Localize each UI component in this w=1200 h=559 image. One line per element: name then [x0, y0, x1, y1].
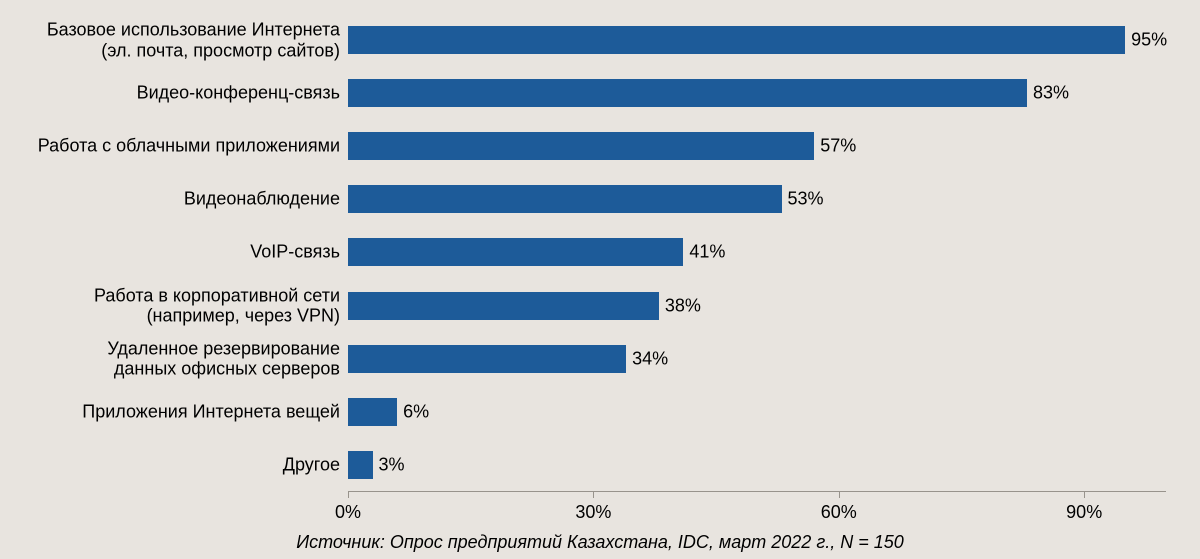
- x-tick: [593, 492, 594, 498]
- x-tick-label: 60%: [821, 502, 857, 523]
- x-tick-label: 30%: [575, 502, 611, 523]
- value-label: 41%: [689, 242, 725, 263]
- x-tick: [348, 492, 349, 498]
- bar: [348, 185, 782, 213]
- bar: [348, 292, 659, 320]
- bar: [348, 345, 626, 373]
- bar: [348, 238, 683, 266]
- bar: [348, 79, 1027, 107]
- category-label: Видео-конференц-связь: [0, 83, 340, 104]
- category-label: Приложения Интернета вещей: [0, 401, 340, 422]
- category-label: Работа с облачными приложениями: [0, 136, 340, 157]
- x-axis-line: [348, 491, 1166, 492]
- source-note: Источник: Опрос предприятий Казахстана, …: [0, 532, 1200, 553]
- value-label: 95%: [1131, 30, 1167, 51]
- bar: [348, 451, 373, 479]
- x-tick: [1084, 492, 1085, 498]
- category-label: Другое: [0, 454, 340, 475]
- value-label: 53%: [788, 189, 824, 210]
- value-label: 38%: [665, 295, 701, 316]
- category-label: VoIP-связь: [0, 242, 340, 263]
- x-tick-label: 90%: [1066, 502, 1102, 523]
- x-tick: [839, 492, 840, 498]
- bar: [348, 26, 1125, 54]
- value-label: 3%: [379, 454, 405, 475]
- value-label: 83%: [1033, 83, 1069, 104]
- bar: [348, 398, 397, 426]
- plot-area: 95% 83% 57% 53% 41% 38% 34% 6% 3%: [348, 14, 1166, 492]
- chart-container: 95% 83% 57% 53% 41% 38% 34% 6% 3% Источник: Опро…: [0, 0, 1200, 559]
- value-label: 34%: [632, 348, 668, 369]
- category-label: Работа в корпоративной сети (например, ч…: [0, 285, 340, 326]
- category-label: Видеонаблюдение: [0, 189, 340, 210]
- bar: [348, 132, 814, 160]
- category-label: Удаленное резервирование данных офисных …: [0, 338, 340, 379]
- value-label: 57%: [820, 136, 856, 157]
- value-label: 6%: [403, 401, 429, 422]
- x-tick-label: 0%: [335, 502, 361, 523]
- category-label: Базовое использование Интернета (эл. поч…: [0, 19, 340, 60]
